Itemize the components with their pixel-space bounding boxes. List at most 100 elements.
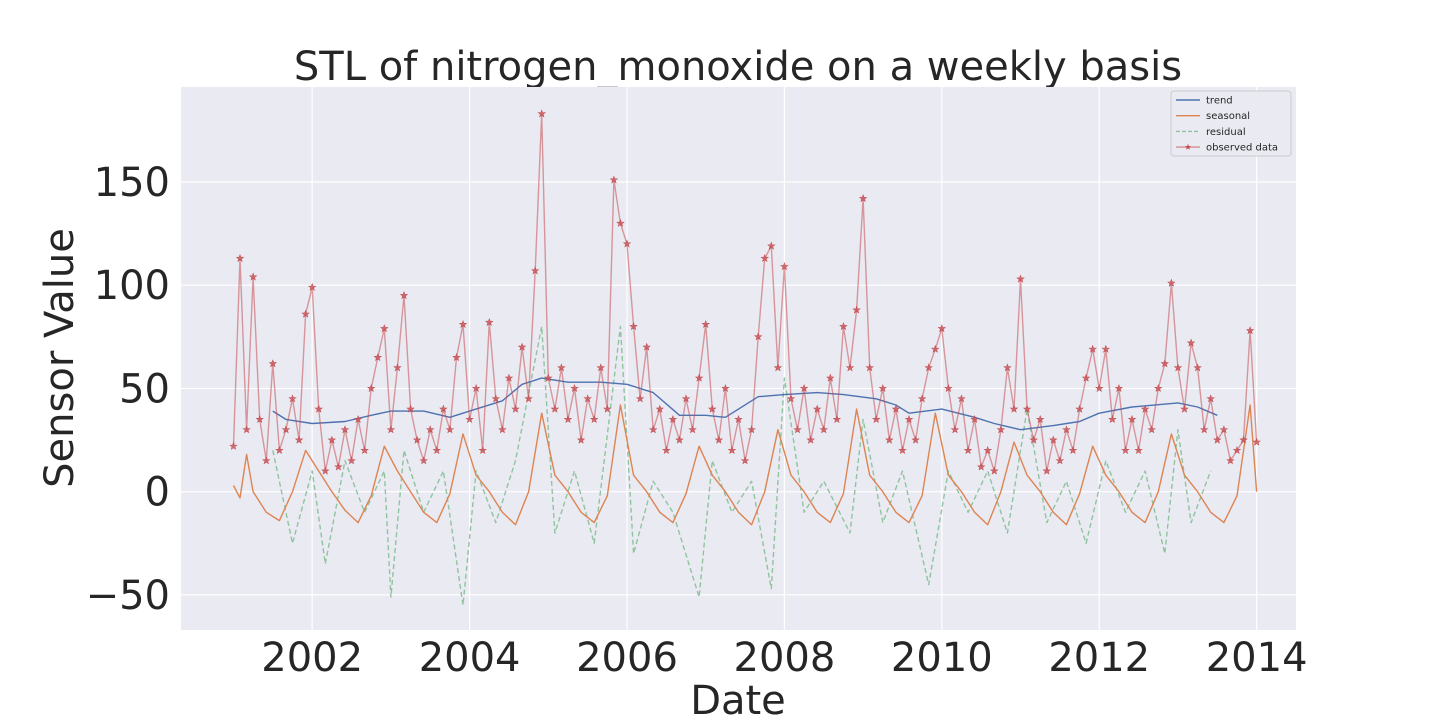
legend-label: residual [1206,127,1246,138]
observed-data-point [616,218,625,227]
observed-data-point [261,456,271,465]
observed-data-point [1193,363,1202,372]
observed-data-point [806,435,815,444]
observed-data-point [347,456,356,465]
observed-data-point [1075,404,1084,413]
observed-data-point [478,445,487,454]
observed-data-point [1029,435,1038,444]
legend: trend seasonal residual observed data [1170,90,1292,157]
observed-data-point [924,363,933,372]
y-axis: −50 0 50 100 150 [86,160,170,619]
y-tick-label: 0 [145,470,170,516]
observed-data-point [504,373,514,382]
observed-data-point [767,241,776,250]
observed-data-point [458,319,468,329]
observed-data-point [760,253,770,262]
observed-data-point [740,456,750,465]
observed-data-point [380,324,389,333]
observed-data-point [694,373,704,382]
observed-data-point [707,404,717,413]
observed-data-point [1003,363,1012,372]
observed-data-point [1068,445,1078,454]
observed-data-point [570,383,579,393]
observed-data-point [891,404,901,413]
observed-data-point [1101,344,1111,353]
observed-data-point [1094,383,1104,393]
observed-data-point [819,425,829,434]
observed-data-point [1239,435,1248,444]
x-tick-label: 2012 [1048,635,1150,681]
observed-data-point [432,445,442,454]
observed-data-point [990,466,999,475]
observed-data-point [885,435,894,444]
observed-data-point [465,414,474,424]
observed-data-point [406,404,415,413]
observed-data-point [832,414,842,424]
observed-data-point [1232,445,1242,454]
observed-data-point [1134,445,1143,454]
observed-data-point [944,383,953,393]
observed-data-point [773,363,783,372]
observed-data-point [1035,414,1045,424]
observed-data-point [1114,383,1124,393]
observed-data-point [1245,326,1255,335]
y-tick-label: 100 [94,263,170,309]
observed-data-point [852,305,861,314]
observed-data-point [334,462,343,471]
x-tick-label: 2014 [1206,635,1308,681]
observed-data-point [714,435,723,444]
observed-data-point [517,342,527,351]
observed-data-point [386,425,396,434]
observed-data-point [360,445,369,454]
observed-data-point [655,404,665,413]
observed-data-point [721,383,730,393]
observed-data-point [544,373,553,382]
legend-label: seasonal [1206,111,1250,122]
observed-data-point [688,425,697,434]
observed-data-point [871,414,881,424]
observed-data-point [1186,338,1196,347]
observed-data-point [419,456,428,465]
observed-data-point [1009,404,1019,413]
observed-data-point [268,359,277,368]
x-tick-label: 2002 [261,635,363,681]
observed-data-point [662,445,671,454]
observed-data-point [412,435,422,444]
observed-data-point [937,324,946,333]
observed-data-point [399,291,409,300]
observed-data-point [531,266,540,275]
observed-data-point [1127,414,1137,424]
observed-data-point [865,363,874,372]
observed-data-point [491,394,500,403]
observed-data-point [1121,445,1130,454]
observed-data-point [557,363,566,372]
observed-data-point [537,109,547,118]
observed-data-point [609,175,619,184]
observed-data-point [366,383,376,393]
observed-data-point [425,425,435,434]
observed-data-point [629,322,638,331]
seasonal-line [232,404,1258,526]
observed-data-point [917,394,927,403]
observed-data-point [754,332,763,341]
observed-data-point [452,353,461,362]
legend-frame [1170,90,1292,157]
observed-data-point [1042,466,1052,475]
observed-data-point [957,394,966,403]
observed-data-point [668,414,678,424]
observed-data-point [1219,425,1229,434]
residual-line [272,325,1212,606]
observed-data-point [911,435,920,444]
observed-data-point [524,394,533,403]
observed-data-point [1167,278,1176,287]
y-tick-label: −50 [86,573,170,619]
observed-data-point [1252,437,1261,446]
observed-data-point [589,414,599,424]
observed-data-point [308,282,317,291]
observed-data-point [1206,394,1216,403]
observed-data-point [1140,404,1150,413]
observed-data-point [576,435,586,444]
observed-data-point [1088,344,1097,353]
observed-data-point [786,394,796,403]
